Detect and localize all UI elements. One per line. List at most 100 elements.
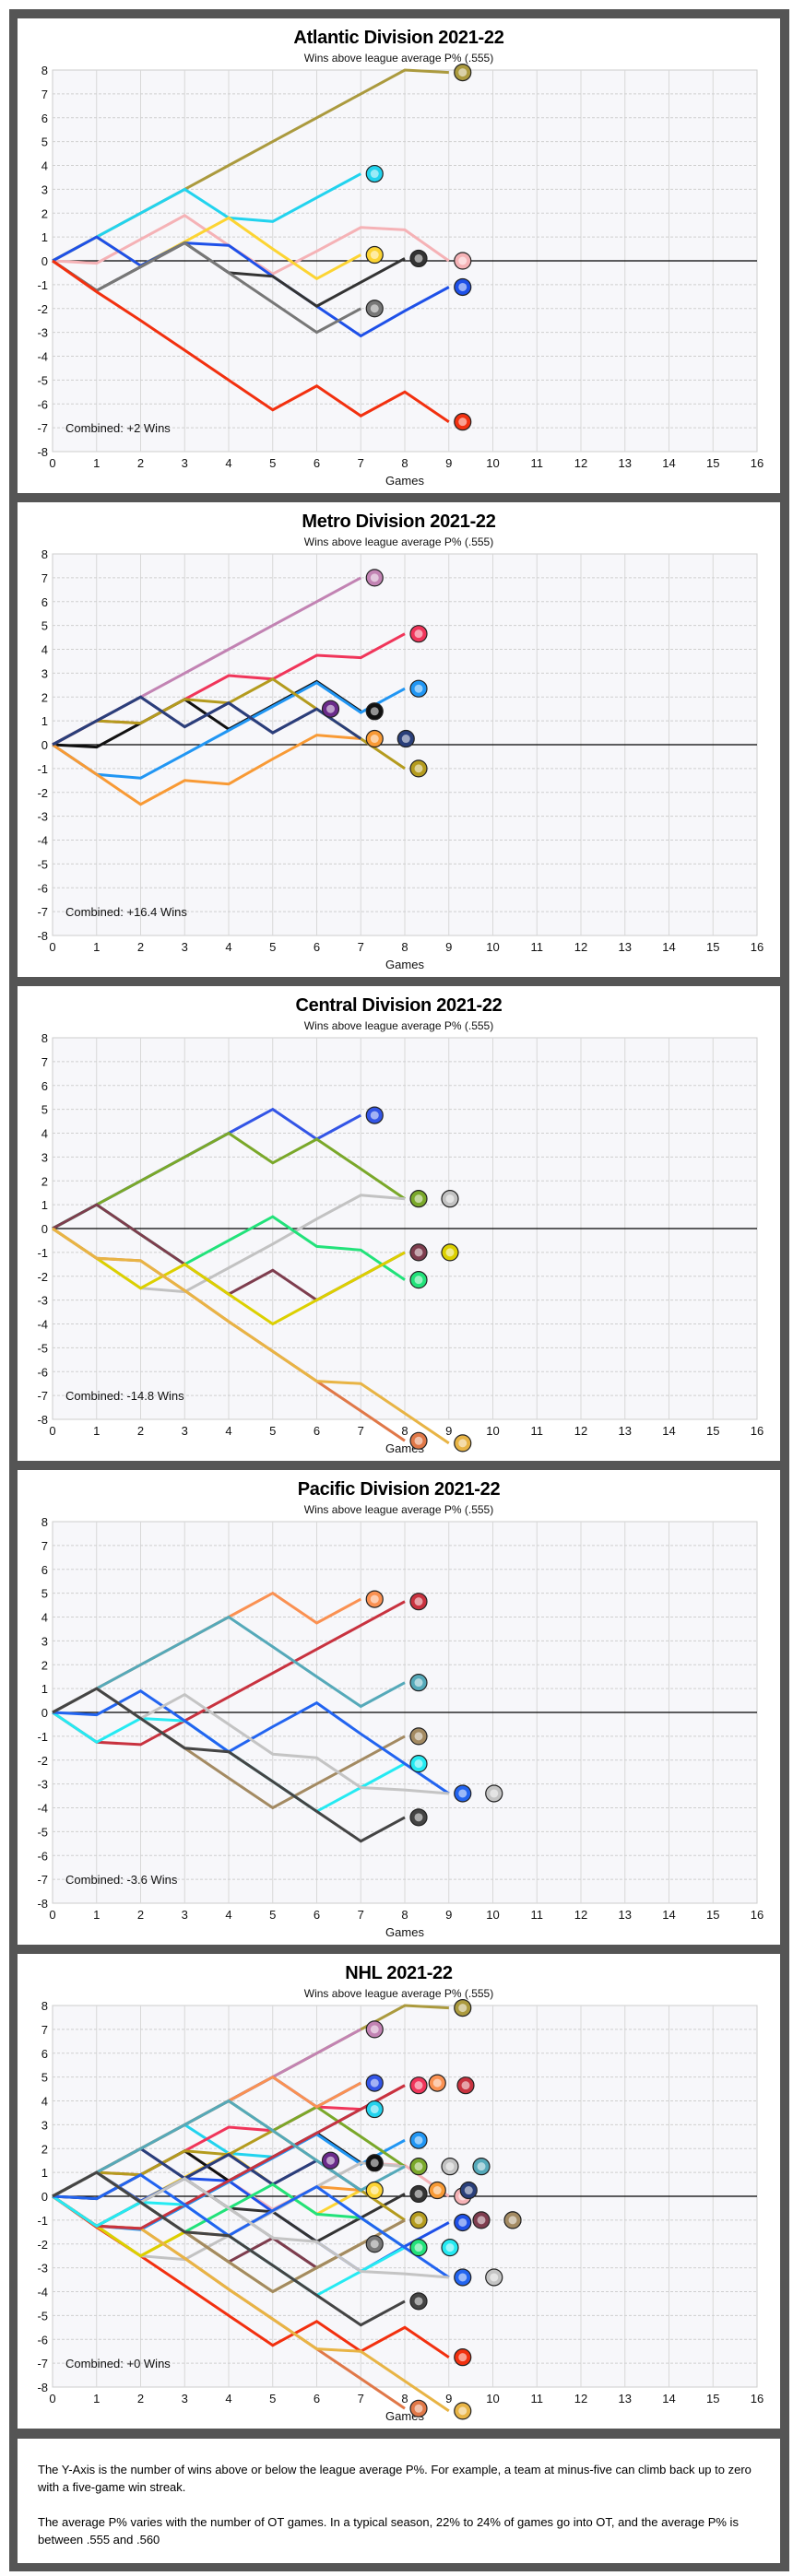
y-tick-label: -3	[37, 326, 48, 340]
chart-title: Pacific Division 2021-22	[297, 1479, 501, 1500]
y-tick-label: 0	[41, 2190, 48, 2204]
y-tick-label: 6	[41, 595, 48, 609]
y-tick-label: 1	[41, 1682, 48, 1696]
y-tick-label: -6	[37, 1849, 48, 1863]
ducks-logo-icon	[485, 2268, 503, 2287]
x-tick-label: 8	[401, 1908, 408, 1922]
x-tick-label: 4	[225, 1908, 231, 1922]
logo-emblem	[370, 573, 379, 582]
x-tick-label: 0	[49, 456, 55, 470]
logo-emblem	[490, 1789, 499, 1798]
x-tick-label: 13	[619, 2392, 632, 2405]
y-tick-label: -2	[37, 302, 48, 316]
logo-emblem	[414, 2243, 423, 2253]
logo-emblem	[445, 2243, 455, 2253]
logo-emblem	[458, 68, 468, 77]
logo-emblem	[458, 256, 468, 265]
x-tick-label: 13	[619, 1908, 632, 1922]
x-tick-label: 1	[93, 456, 100, 470]
y-tick-label: -6	[37, 1365, 48, 1379]
logo-emblem	[370, 170, 379, 179]
series-line-lak	[52, 2170, 406, 2327]
x-tick-label: 6	[314, 940, 320, 954]
blackhawks-logo-icon	[454, 2402, 472, 2420]
series-line-chi	[52, 1227, 450, 1445]
penguins-logo-icon	[409, 759, 428, 778]
y-tick-label: 1	[41, 714, 48, 728]
golden-knights-logo-icon	[503, 2211, 522, 2229]
x-tick-label: 10	[486, 1424, 499, 1438]
capitals-logo-icon	[409, 625, 428, 643]
logo-emblem	[477, 2216, 486, 2225]
hurricanes-logo-icon	[365, 2020, 384, 2039]
stars-logo-icon	[409, 1271, 428, 1289]
y-tick-label: 0	[41, 738, 48, 752]
y-tick-label: 8	[41, 64, 48, 77]
x-tick-label: 3	[182, 1424, 188, 1438]
x-tick-label: 8	[401, 2392, 408, 2405]
x-tick-label: 2	[137, 1424, 144, 1438]
x-tick-label: 9	[445, 2392, 452, 2405]
y-tick-label: 5	[41, 2071, 48, 2085]
devils-logo-icon	[321, 2151, 340, 2170]
lightning-logo-icon	[409, 2184, 428, 2204]
stars-logo-icon	[409, 2239, 428, 2257]
capitals-logo-icon	[409, 2076, 428, 2095]
y-tick-label: -7	[37, 1873, 48, 1887]
y-tick-label: -1	[37, 2214, 48, 2228]
x-tick-label: 10	[486, 2392, 499, 2405]
y-tick-label: -1	[37, 1246, 48, 1260]
y-tick-label: 2	[41, 690, 48, 704]
logo-emblem	[370, 2186, 379, 2195]
y-tick-label: 2	[41, 2142, 48, 2156]
x-tick-label: 15	[706, 1908, 719, 1922]
x-tick-label: 12	[574, 1424, 587, 1438]
x-tick-label: 15	[706, 940, 719, 954]
y-tick-label: -8	[37, 1897, 48, 1911]
y-tick-label: 6	[41, 1079, 48, 1093]
logo-emblem	[414, 1813, 423, 1822]
x-tick-label: 0	[49, 1424, 55, 1438]
logo-emblem	[414, 1194, 423, 1204]
y-tick-label: -8	[37, 445, 48, 459]
chart-panel-nhl: 0 1 2 3 4 5 6 7 8 9 10 11 12 13 14 15 16 8 7 6 5 4 3 2 1 0 -1 -2 -3-…	[18, 1954, 780, 2429]
y-tick-label: -2	[37, 1754, 48, 1768]
y-tick-label: 5	[41, 619, 48, 633]
x-tick-label: 14	[662, 456, 675, 470]
logo-emblem	[458, 1789, 468, 1798]
x-tick-label: 3	[182, 940, 188, 954]
y-tick-label: -7	[37, 421, 48, 435]
note-y-axis: The Y-Axis is the number of wins above o…	[38, 2463, 752, 2494]
senators-logo-icon	[365, 2235, 384, 2253]
canucks-logo-icon	[454, 1784, 472, 1803]
chart-panel-atlantic: 0 1 2 3 4 5 6 7 8 9 10 11 12 13 14 15 16 8 7 6 5 4 3 2 1 0 -1 -2 -3-…	[18, 18, 780, 493]
y-tick-label: -7	[37, 2357, 48, 2370]
logo-emblem	[414, 253, 423, 263]
line-chart: 0 1 2 3 4 5 6 7 8 9 10 11 12 13 14 15 16876543210-1-2-3-…	[37, 547, 763, 971]
series-line-sjs	[52, 2099, 406, 2198]
rangers-logo-icon	[409, 679, 428, 698]
blackhawks-logo-icon	[454, 1434, 472, 1453]
logo-emblem	[458, 418, 468, 427]
logo-emblem	[445, 2162, 455, 2171]
logo-emblem	[370, 2105, 379, 2114]
series-line-min	[52, 1131, 406, 1230]
y-tick-label: 4	[41, 1611, 48, 1625]
y-tick-label: 8	[41, 1515, 48, 1529]
x-tick-label: 0	[49, 2392, 55, 2405]
y-tick-label: 5	[41, 1103, 48, 1117]
logo-emblem	[414, 2216, 423, 2225]
notes-panel: The Y-Axis is the number of wins above o…	[18, 2439, 780, 2563]
blues-logo-icon	[365, 2074, 384, 2092]
y-tick-label: 3	[41, 2118, 48, 2132]
chart-title: Metro Division 2021-22	[302, 512, 496, 532]
logo-emblem	[414, 1732, 423, 1741]
islanders-logo-icon	[365, 729, 384, 748]
x-tick-label: 2	[137, 2392, 144, 2405]
wild-logo-icon	[409, 2158, 428, 2176]
flyers-logo-icon	[365, 702, 384, 721]
y-tick-label: 3	[41, 666, 48, 680]
x-tick-label: 1	[93, 2392, 100, 2405]
logo-emblem	[458, 2353, 468, 2362]
x-tick-label: 8	[401, 940, 408, 954]
